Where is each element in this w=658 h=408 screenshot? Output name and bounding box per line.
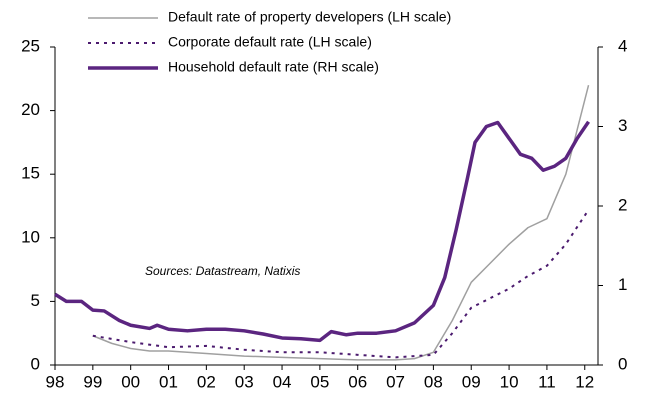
x-tick-label: 02 [197, 372, 216, 391]
series-line [54, 120, 590, 343]
legend-label: Household default rate (RH scale) [168, 59, 379, 75]
series-line [92, 84, 590, 361]
x-tick-label: 08 [424, 372, 443, 391]
y-tick-label: 25 [21, 36, 40, 55]
x-tick-label: 00 [121, 372, 140, 391]
y2-tick-label: 4 [618, 36, 627, 55]
x-tick-label: 01 [159, 372, 178, 391]
y2-tick-label: 2 [618, 195, 627, 214]
annotation: Sources: Datastream, Natixis [145, 264, 300, 278]
y-tick-label: 0 [31, 354, 40, 373]
x-tick-label: 05 [310, 372, 329, 391]
x-tick-label: 07 [386, 372, 405, 391]
x-tick-label: 09 [462, 372, 481, 391]
x-tick-label: 04 [273, 372, 292, 391]
x-tick-label: 03 [235, 372, 254, 391]
legend-label: Corporate default rate (LH scale) [168, 34, 372, 50]
x-tick-label: 12 [575, 372, 594, 391]
series-line [92, 209, 590, 359]
y-tick-label: 10 [21, 227, 40, 246]
y-tick-label: 5 [31, 291, 40, 310]
y-tick-label: 15 [21, 164, 40, 183]
y2-tick-label: 1 [618, 275, 627, 294]
x-tick-label: 11 [538, 372, 556, 391]
x-tick-label: 99 [83, 372, 102, 391]
y2-tick-label: 3 [618, 116, 627, 135]
x-tick-label: 10 [500, 372, 519, 391]
x-tick-label: 98 [46, 372, 65, 391]
legend-label: Default rate of property developers (LH … [168, 9, 451, 25]
x-tick-label: 06 [348, 372, 367, 391]
y2-tick-label: 0 [618, 354, 627, 373]
y-tick-label: 20 [21, 100, 40, 119]
